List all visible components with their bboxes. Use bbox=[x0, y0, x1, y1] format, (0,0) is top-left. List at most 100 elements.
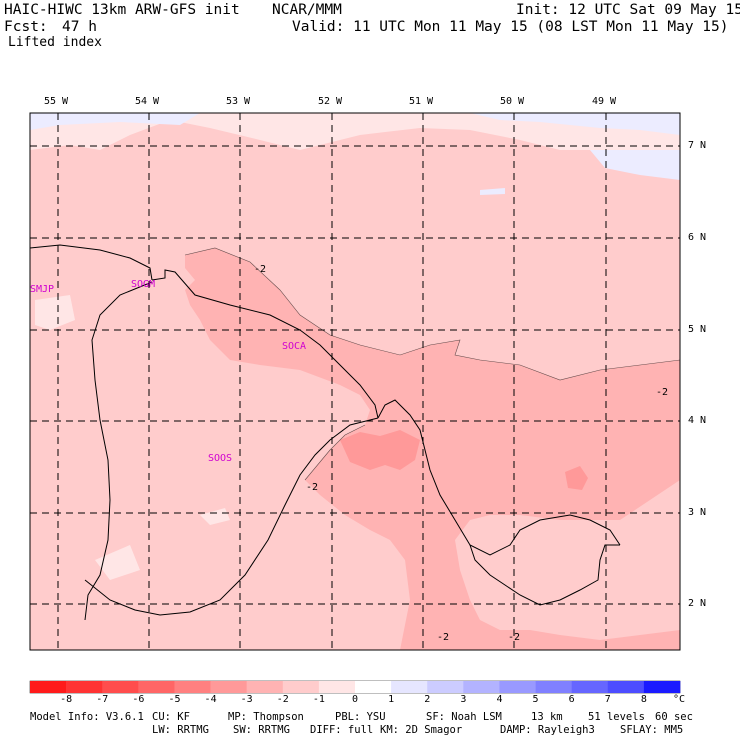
colorbar-tick-label: 5 bbox=[532, 694, 539, 705]
coastline-west bbox=[30, 244, 153, 281]
station-label: SOOS bbox=[208, 453, 233, 464]
colorbar-tick-label: 6 bbox=[568, 694, 575, 705]
colorbar-cell bbox=[355, 681, 392, 693]
footer-mp: MP: Thompson bbox=[228, 711, 304, 723]
contour-label: -2 bbox=[656, 387, 669, 398]
contour-minus2 bbox=[304, 424, 366, 481]
colorbar-cell bbox=[571, 681, 609, 693]
lon-label: 50 W bbox=[500, 96, 525, 107]
colorbar-tick-label: -1 bbox=[312, 694, 325, 705]
colorbar-cell bbox=[282, 681, 320, 693]
lat-label: 5 N bbox=[688, 324, 707, 335]
colorbar-tick-label: 1 bbox=[388, 694, 395, 705]
colorbar bbox=[30, 681, 681, 693]
colorbar-cell bbox=[66, 681, 103, 693]
colorbar-cell bbox=[535, 681, 572, 693]
lon-label: 49 W bbox=[592, 96, 617, 107]
colorbar-cell bbox=[138, 681, 175, 693]
colorbar-cell bbox=[102, 681, 139, 693]
colorbar-tick-label: -2 bbox=[276, 694, 289, 705]
lon-label: 52 W bbox=[318, 96, 343, 107]
colorbar-tick-label: 3 bbox=[460, 694, 467, 705]
colorbar-cell bbox=[427, 681, 464, 693]
colorbar-tick-label: -4 bbox=[204, 694, 217, 705]
colorbar-cell bbox=[391, 681, 428, 693]
footer-cu: CU: KF bbox=[152, 711, 190, 723]
colorbar-unit: °C bbox=[673, 694, 686, 705]
model-title: HAIC-HIWC 13km ARW-GFS init bbox=[4, 2, 240, 18]
border-suriname-guyana bbox=[84, 281, 153, 621]
lat-label: 2 N bbox=[688, 598, 707, 609]
colorbar-cell bbox=[210, 681, 247, 693]
colorbar-tick-label: -7 bbox=[96, 694, 109, 705]
contour-label: -2 bbox=[437, 632, 450, 643]
field-positive-nw bbox=[470, 113, 680, 135]
footer-diff: DIFF: full bbox=[310, 724, 374, 736]
footer-km: KM: 2D Smagor bbox=[380, 724, 463, 736]
colorbar-tick-label: 2 bbox=[424, 694, 431, 705]
footer-lw: LW: RRTMG bbox=[152, 724, 209, 736]
colorbar-tick-label: -6 bbox=[132, 694, 145, 705]
footer-levels: 51 levels bbox=[588, 711, 645, 723]
colorbar-tick-label: 4 bbox=[496, 694, 503, 705]
colorbar-cell bbox=[318, 681, 356, 693]
field-minus3-patch bbox=[565, 466, 588, 490]
field-zero-band bbox=[30, 113, 680, 165]
colorbar-tick-label: -3 bbox=[240, 694, 253, 705]
footer-pbl: PBL: YSU bbox=[335, 711, 386, 723]
colorbar-tick-label: 0 bbox=[352, 694, 359, 705]
lon-label: 55 W bbox=[44, 96, 69, 107]
lat-label: 3 N bbox=[688, 507, 707, 518]
footer-timestep: 60 sec bbox=[655, 711, 693, 723]
lat-label: 6 N bbox=[688, 232, 707, 243]
colorbar-tick-label: 7 bbox=[604, 694, 611, 705]
organization: NCAR/MMM bbox=[272, 2, 342, 18]
forecast-hour: 47 h bbox=[62, 19, 97, 35]
station-label: SOGM bbox=[131, 279, 156, 290]
footer-sw: SW: RRTMG bbox=[233, 724, 290, 736]
field-pale-patch bbox=[95, 545, 140, 580]
field-positive-w bbox=[30, 113, 200, 130]
coastline-central bbox=[151, 269, 379, 419]
lon-label: 54 W bbox=[135, 96, 160, 107]
field-minus2-region bbox=[185, 248, 680, 650]
footer-sflay: SFLAY: MM5 bbox=[620, 724, 684, 736]
colorbar-cell bbox=[174, 681, 211, 693]
field-pale-patch bbox=[35, 295, 75, 330]
footer-model-info: Model Info: V3.6.1 bbox=[30, 711, 144, 723]
colorbar-cell bbox=[499, 681, 536, 693]
colorbar-cell bbox=[643, 681, 681, 693]
field-name: Lifted index bbox=[8, 35, 102, 50]
init-time: Init: 12 UTC Sat 09 May 15 bbox=[516, 2, 740, 18]
field-positive-ne bbox=[590, 150, 680, 180]
valid-time: Valid: 11 UTC Mon 11 May 15 (08 LST Mon … bbox=[292, 19, 729, 35]
contour-label: -2 bbox=[508, 632, 521, 643]
colorbar-tick-label: -5 bbox=[168, 694, 181, 705]
colorbar-cell bbox=[246, 681, 284, 693]
colorbar-cell bbox=[607, 681, 645, 693]
colorbar-cell bbox=[30, 681, 67, 693]
contour-label: -2 bbox=[254, 264, 267, 275]
border-amapa bbox=[469, 544, 620, 606]
contour-minus2 bbox=[184, 247, 680, 381]
map-frame bbox=[29, 112, 681, 651]
colorbar-tick-label: -8 bbox=[60, 694, 73, 705]
coastline-east bbox=[377, 399, 621, 556]
lat-label: 4 N bbox=[688, 415, 707, 426]
colorbar-tick-label: 8 bbox=[640, 694, 647, 705]
lat-label: 7 N bbox=[688, 140, 707, 151]
lon-label: 53 W bbox=[226, 96, 251, 107]
station-label: SOCA bbox=[282, 341, 307, 352]
station-label: SMJP bbox=[30, 284, 55, 295]
contour-label: -2 bbox=[306, 482, 319, 493]
footer-damp: DAMP: Rayleigh3 bbox=[500, 724, 595, 736]
lon-label: 51 W bbox=[409, 96, 434, 107]
footer-resolution: 13 km bbox=[531, 711, 563, 723]
field-pale-patch bbox=[200, 508, 230, 525]
border-suriname-south bbox=[84, 417, 379, 616]
colorbar-cell bbox=[463, 681, 500, 693]
forecast-label: Fcst: bbox=[4, 19, 48, 35]
field-minus3-patch bbox=[340, 430, 420, 470]
footer-sf: SF: Noah LSM bbox=[426, 711, 502, 723]
